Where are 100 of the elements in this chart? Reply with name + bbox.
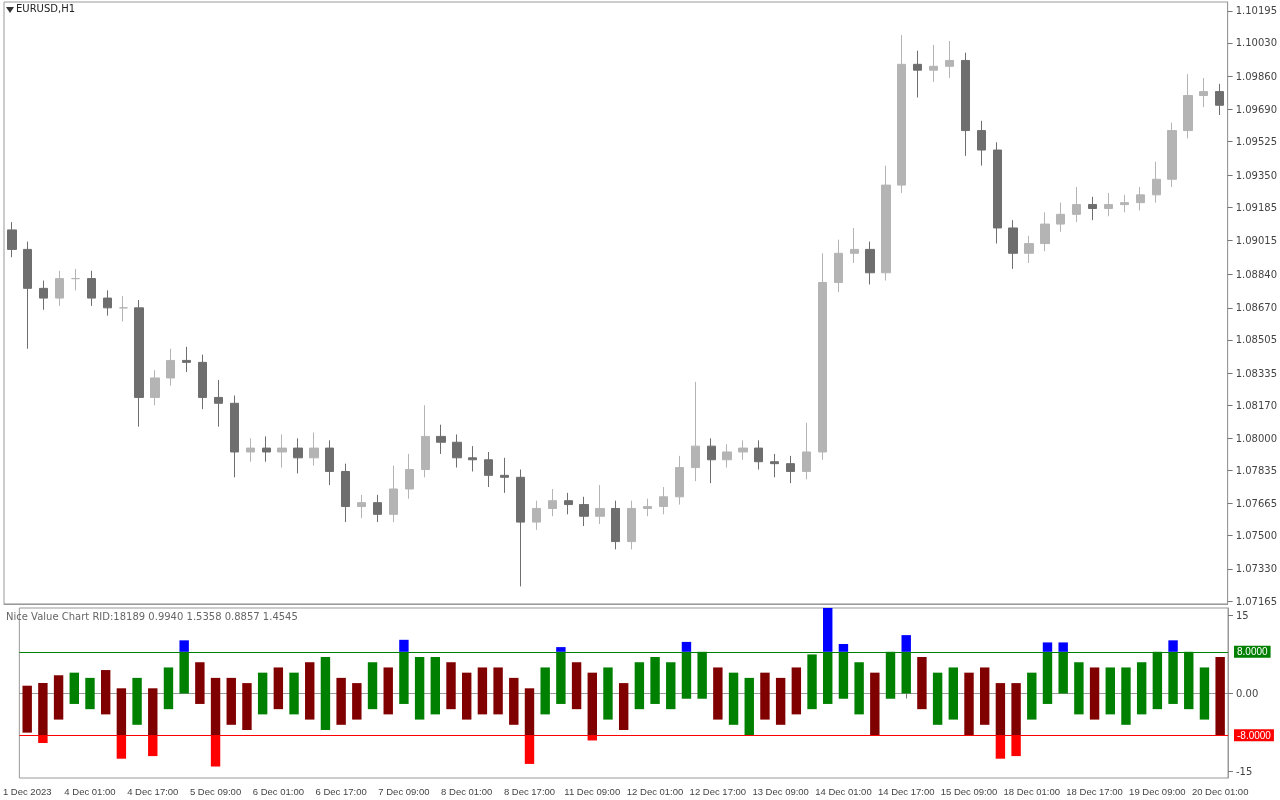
x-tick-label: 18 Dec 01:00 [1003, 785, 1061, 797]
x-tick-label: 13 Dec 09:00 [752, 785, 809, 797]
candlestick [246, 437, 255, 463]
candlestick [198, 354, 207, 410]
y-tick-label: 0.00 [1236, 688, 1259, 700]
bar [195, 662, 205, 704]
bar [116, 688, 127, 736]
bar [870, 672, 880, 736]
candlestick [691, 381, 700, 482]
x-tick-label: 1 Dec 2023 [2, 785, 52, 797]
candlestick [1104, 192, 1113, 217]
bar [179, 640, 189, 652]
chart-title: EURUSD,H1 [16, 2, 76, 14]
candlestick [1072, 186, 1081, 223]
x-tick-label: 19 Dec 09:00 [1129, 785, 1186, 797]
candlestick [722, 443, 732, 469]
candlestick [532, 500, 541, 531]
y-tick-label: 1.08170 [1235, 399, 1278, 411]
bar [854, 662, 864, 715]
x-tick-label: 12 Dec 01:00 [626, 785, 684, 797]
candlestick [1215, 83, 1224, 116]
bar [1089, 667, 1100, 720]
bar [634, 662, 645, 710]
bar [1215, 657, 1225, 736]
bar [53, 675, 64, 720]
bar [399, 639, 409, 652]
y-tick-label: 1.10030 [1235, 37, 1278, 49]
bar [964, 672, 974, 736]
bar [775, 677, 786, 725]
bar [524, 688, 535, 736]
candlestick [993, 141, 1002, 245]
bar [148, 688, 158, 736]
bar [1168, 640, 1178, 652]
candlestick [103, 289, 112, 317]
candlestick [230, 394, 239, 478]
bar [1027, 672, 1037, 720]
candlestick [659, 486, 668, 515]
bar [446, 662, 456, 710]
bar [713, 667, 723, 720]
bar [948, 667, 959, 720]
bar [289, 672, 299, 715]
chart-title: Nice Value Chart RID:18189 0.9940 1.5358 0.8857 1.4545 [6, 610, 298, 622]
bar [305, 662, 315, 720]
candlestick [738, 439, 748, 461]
candlestick [945, 40, 954, 79]
bar [1058, 642, 1068, 652]
candlestick [834, 239, 843, 293]
y-tick-label: 1.08505 [1235, 334, 1278, 346]
bar [430, 657, 441, 715]
candlestick [182, 346, 191, 373]
candlestick [373, 494, 382, 523]
candlestick [500, 457, 509, 494]
y-tick-label: 1.09185 [1235, 202, 1278, 214]
bar [210, 677, 221, 736]
y-tick-label: 1.08335 [1235, 367, 1278, 379]
x-tick-label: 15 Dec 09:00 [940, 785, 998, 797]
bar [242, 683, 252, 731]
candlestick [293, 437, 303, 474]
bar [383, 667, 393, 715]
bar [650, 657, 660, 704]
candlestick [484, 451, 493, 488]
y-tick-label: 1.07330 [1235, 563, 1278, 575]
candlestick [341, 463, 350, 523]
bar [85, 677, 95, 710]
x-tick-label: 20 Dec 01:00 [1191, 785, 1249, 797]
y-tick-label: 1.07500 [1235, 530, 1278, 542]
candlestick [1008, 219, 1018, 270]
bar [744, 677, 754, 736]
bar [336, 677, 346, 725]
bar [618, 683, 629, 731]
candlestick [389, 465, 398, 523]
bar [493, 667, 503, 715]
candlestick [754, 439, 763, 471]
x-tick-label: 8 Dec 17:00 [503, 785, 556, 797]
y-tick-label: 1.10195 [1235, 5, 1278, 17]
candlestick [277, 433, 287, 469]
candlestick [643, 498, 652, 517]
candlestick [707, 437, 716, 484]
candlestick [675, 455, 684, 506]
y-tick-label: 1.07835 [1235, 464, 1278, 476]
bar [100, 670, 111, 715]
candlestick [1183, 73, 1193, 139]
candlestick [961, 52, 970, 157]
candlestick [87, 270, 96, 307]
bar [69, 672, 79, 704]
bar [367, 662, 378, 710]
bar [1074, 662, 1084, 715]
bar [540, 667, 550, 715]
candlestick [1167, 122, 1177, 188]
bar [320, 657, 331, 731]
candlestick [881, 165, 891, 282]
candlestick [929, 44, 938, 83]
bar [760, 672, 770, 720]
candlestick [1152, 161, 1161, 204]
bar [1011, 683, 1021, 736]
candlestick [325, 439, 334, 486]
bar [226, 677, 236, 725]
candlestick [850, 227, 859, 264]
candlestick [564, 492, 573, 515]
bar [995, 683, 1006, 736]
